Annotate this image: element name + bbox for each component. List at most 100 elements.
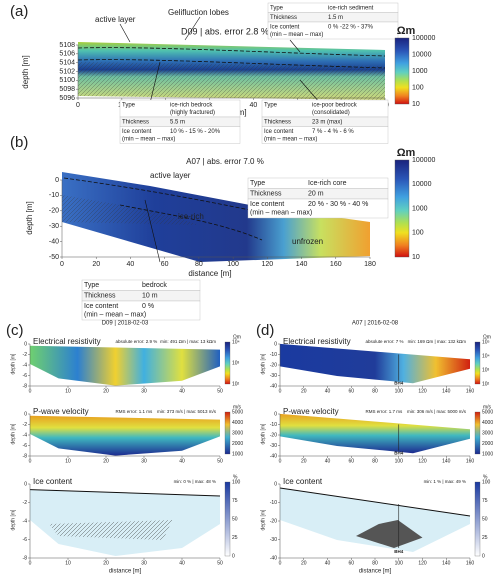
colorbar-label: 10³ (232, 360, 240, 366)
colorbar-label: 1000 (482, 451, 493, 457)
borehole-label: BH4 (394, 549, 403, 554)
colorbar-unit: Ωm (397, 25, 416, 37)
y-tick-label: -4 (23, 518, 28, 524)
tomogram (280, 413, 470, 454)
tomogram (30, 415, 220, 456)
axis-title: distance [m] (188, 269, 231, 278)
colorbar-label: 25 (232, 535, 238, 541)
y-tick-label: -10 (49, 192, 59, 199)
hatched-zone (78, 62, 385, 100)
y-tick-label: -40 (270, 555, 277, 561)
y-tick-label: 0 (24, 481, 27, 487)
table-value: 0 % (142, 303, 154, 310)
borehole-label: BH4 (394, 380, 403, 385)
panel-label: (c) (6, 322, 24, 339)
table-key: Ice content (250, 201, 284, 208)
colorbar-unit: m/s (233, 404, 242, 410)
subplot-note: min: 373 m/s | max: 5013 m/s (157, 409, 217, 414)
y-tick-label: -4 (23, 362, 28, 368)
colorbar-label: 10⁵ (482, 339, 490, 345)
colorbar-label: 10000 (412, 181, 432, 188)
y-tick-label: -20 (49, 208, 59, 215)
x-tick-label: 80 (372, 458, 378, 464)
table-key: (min – mean – max) (250, 210, 312, 217)
colorbar-label: 1000 (232, 451, 243, 457)
y-tick-label: -40 (270, 383, 277, 389)
leader (144, 199, 161, 263)
table-value: ice-rich sediment (328, 5, 374, 11)
x-tick-label: 20 (103, 458, 109, 464)
table-key: Type (122, 102, 136, 108)
colorbar-label: 10³ (482, 367, 490, 373)
y-tick-label: 0 (274, 341, 277, 347)
annotation: Gelifluction lobes (168, 8, 229, 17)
subplot-note: min: 491 Ωm | max: 13 kΩm (160, 339, 216, 344)
x-tick-label: 30 (141, 458, 147, 464)
x-tick-label: 50 (217, 458, 223, 464)
colorbar-label: 75 (232, 498, 238, 504)
panel-label: (b) (10, 134, 28, 151)
x-tick-label: 10 (65, 560, 71, 566)
colorbar-label: 3000 (482, 430, 493, 436)
x-tick-label: 140 (442, 560, 451, 566)
x-tick-label: 140 (296, 261, 308, 268)
panel-title: A07 | abs. error 7.0 % (186, 157, 264, 166)
y-tick-label: -2 (23, 352, 28, 358)
annotation: ice-rich (178, 212, 204, 221)
table-key: Thickness (270, 15, 297, 21)
table-value: (highly fractured) (170, 110, 215, 116)
table-key: (min – mean – max) (264, 136, 317, 142)
table-value: ice-rich bedrock (170, 102, 213, 108)
x-tick-label: 80 (372, 560, 378, 566)
colorbar-label: 4000 (232, 420, 243, 426)
y-tick-label: -30 (270, 443, 277, 449)
x-tick-label: 80 (372, 388, 378, 394)
axis-title: depth [m] (260, 509, 266, 530)
colorbar-unit: % (483, 474, 488, 480)
colorbar-label: 10² (482, 381, 490, 387)
subplot-note: RMS error: 1.1 ms (116, 409, 154, 414)
panel-label: (d) (256, 322, 274, 339)
table-row (261, 126, 389, 144)
y-tick-label: -10 (270, 352, 277, 358)
y-tick-label: 0 (274, 411, 277, 417)
y-tick-label: 5108 (59, 42, 75, 49)
y-tick-label: -30 (270, 373, 277, 379)
colorbar-label: 10⁴ (482, 353, 490, 359)
boundary (63, 177, 261, 213)
y-tick-label: -8 (23, 453, 28, 459)
x-tick-label: 60 (348, 560, 354, 566)
table-key: Thickness (84, 293, 116, 300)
subplot-note: min: 306 m/s | max: 5000 m/s (407, 409, 467, 414)
table-key: Thickness (264, 119, 291, 125)
boundary (77, 47, 386, 57)
table-row (81, 279, 201, 291)
borehole-label: BH4 (394, 450, 403, 455)
x-tick-label: 140 (442, 388, 451, 394)
colorbar-label: 50 (232, 516, 238, 522)
y-tick-label: -50 (49, 254, 59, 261)
y-tick-label: -4 (23, 432, 28, 438)
colorbar-label: 1000 (412, 68, 428, 75)
table-row (247, 198, 389, 219)
x-tick-label: 0 (279, 458, 282, 464)
colorbar-unit: Ωm (397, 147, 416, 159)
annotation: unfrozen (292, 237, 323, 246)
table-value: 7 % - 4 % - 6 % (312, 129, 354, 135)
y-tick-label: 0 (55, 177, 59, 184)
colorbar-label: 10000 (412, 51, 432, 58)
ice-zone (356, 520, 423, 548)
axis-title: distance [m] (359, 569, 392, 575)
colorbar-label: 100000 (412, 157, 435, 164)
x-tick-label: 60 (348, 388, 354, 394)
leader (149, 61, 161, 104)
x-tick-label: 60 (348, 458, 354, 464)
colorbar-label: 1000 (412, 205, 428, 212)
y-tick-label: -40 (270, 453, 277, 459)
x-tick-label: 50 (217, 388, 223, 394)
y-tick-label: -6 (23, 373, 28, 379)
colorbar-label: 0 (232, 553, 235, 559)
leader (299, 79, 321, 104)
leader (289, 39, 301, 53)
x-tick-label: 10 (65, 458, 71, 464)
